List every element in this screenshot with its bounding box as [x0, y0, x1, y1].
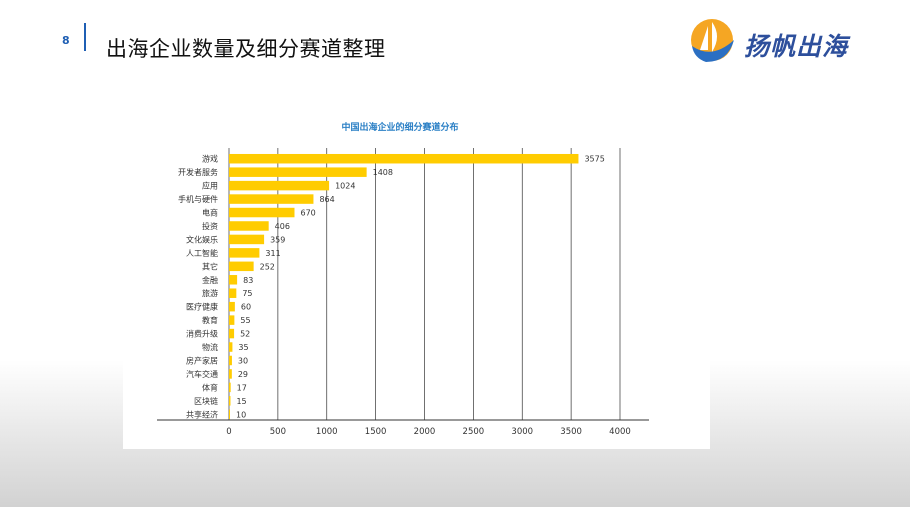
category-label: 其它: [202, 261, 218, 271]
bar: [229, 328, 235, 339]
category-label: 房产家居: [186, 355, 218, 365]
value-label: 1408: [373, 168, 393, 177]
bar: [229, 248, 260, 258]
category-label: 旅游: [202, 288, 218, 298]
value-label: 406: [275, 222, 290, 231]
bar: [229, 234, 265, 245]
bar: [229, 301, 235, 312]
category-label: 人工智能: [186, 248, 218, 258]
x-tick-label: 2000: [414, 427, 436, 437]
sail-logo-icon: [691, 19, 734, 62]
bar: [229, 275, 238, 285]
value-label: 83: [243, 276, 253, 285]
brand-logo: 扬帆出海: [688, 16, 878, 66]
x-tick-label: 4000: [609, 427, 631, 437]
bar: [229, 261, 254, 272]
value-label: 359: [270, 235, 285, 244]
bar: [229, 167, 367, 177]
x-tick-label: 3000: [511, 427, 533, 437]
bar: [229, 153, 579, 164]
bar: [229, 221, 269, 231]
category-label: 应用: [202, 181, 218, 191]
category-label: 医疗健康: [186, 302, 218, 312]
category-label: 文化娱乐: [186, 234, 218, 244]
value-label: 1024: [335, 182, 355, 191]
x-tick-label: 3500: [560, 427, 582, 437]
value-label: 29: [238, 370, 248, 379]
bar: [229, 207, 295, 218]
category-label: 共享经济: [186, 409, 218, 419]
category-label: 手机与硬件: [178, 194, 218, 204]
category-label: 消费升级: [186, 329, 218, 339]
page-title: 出海企业数量及细分赛道整理: [106, 37, 386, 61]
bar: [229, 288, 237, 298]
bar: [229, 382, 231, 393]
chart-panel: 中国出海企业的细分赛道分布 0 500 1000 1500 2000 2500 3000 35…: [123, 88, 710, 449]
value-label: 55: [240, 316, 250, 325]
x-tick-label: 1500: [365, 427, 387, 437]
category-label: 投资: [202, 221, 218, 231]
bar: [229, 342, 233, 352]
category-label: 物流: [202, 342, 218, 352]
category-label: 体育: [202, 382, 218, 392]
bar: [229, 355, 232, 366]
bar: [229, 315, 235, 325]
bar: [229, 409, 230, 420]
value-label: 60: [241, 303, 251, 312]
value-label: 311: [265, 249, 280, 258]
value-label: 864: [319, 195, 334, 204]
x-tick-label: 0: [226, 427, 231, 437]
value-label: 17: [237, 383, 247, 392]
value-label: 10: [236, 410, 246, 419]
value-label: 15: [236, 397, 246, 406]
value-label: 670: [300, 209, 315, 218]
category-label: 教育: [202, 315, 218, 325]
category-label: 区块链: [194, 396, 218, 406]
x-tick-label: 1000: [316, 427, 338, 437]
x-tick-label: 2500: [463, 427, 485, 437]
value-label: 3575: [584, 155, 604, 164]
brand-name: 扬帆出海: [744, 32, 849, 61]
bar: [229, 396, 231, 406]
page-number: 8: [62, 34, 70, 47]
category-label: 电商: [202, 208, 218, 218]
category-label: 游戏: [202, 154, 218, 164]
value-label: 35: [238, 343, 248, 352]
bar-chart: 中国出海企业的细分赛道分布 0 500 1000 1500 2000 2500 3000 35…: [157, 121, 649, 437]
chart-title: 中国出海企业的细分赛道分布: [341, 121, 458, 133]
category-label: 汽车交通: [186, 369, 218, 379]
x-tick-label: 500: [270, 427, 286, 437]
bar: [229, 180, 330, 191]
value-label: 52: [240, 330, 250, 339]
bar: [229, 369, 232, 379]
value-label: 75: [242, 289, 252, 298]
category-label: 开发者服务: [178, 167, 218, 177]
title-divider: [84, 23, 86, 51]
value-label: 252: [260, 262, 275, 271]
bar: [229, 194, 314, 204]
value-label: 30: [238, 356, 248, 365]
category-label: 金融: [202, 275, 218, 285]
